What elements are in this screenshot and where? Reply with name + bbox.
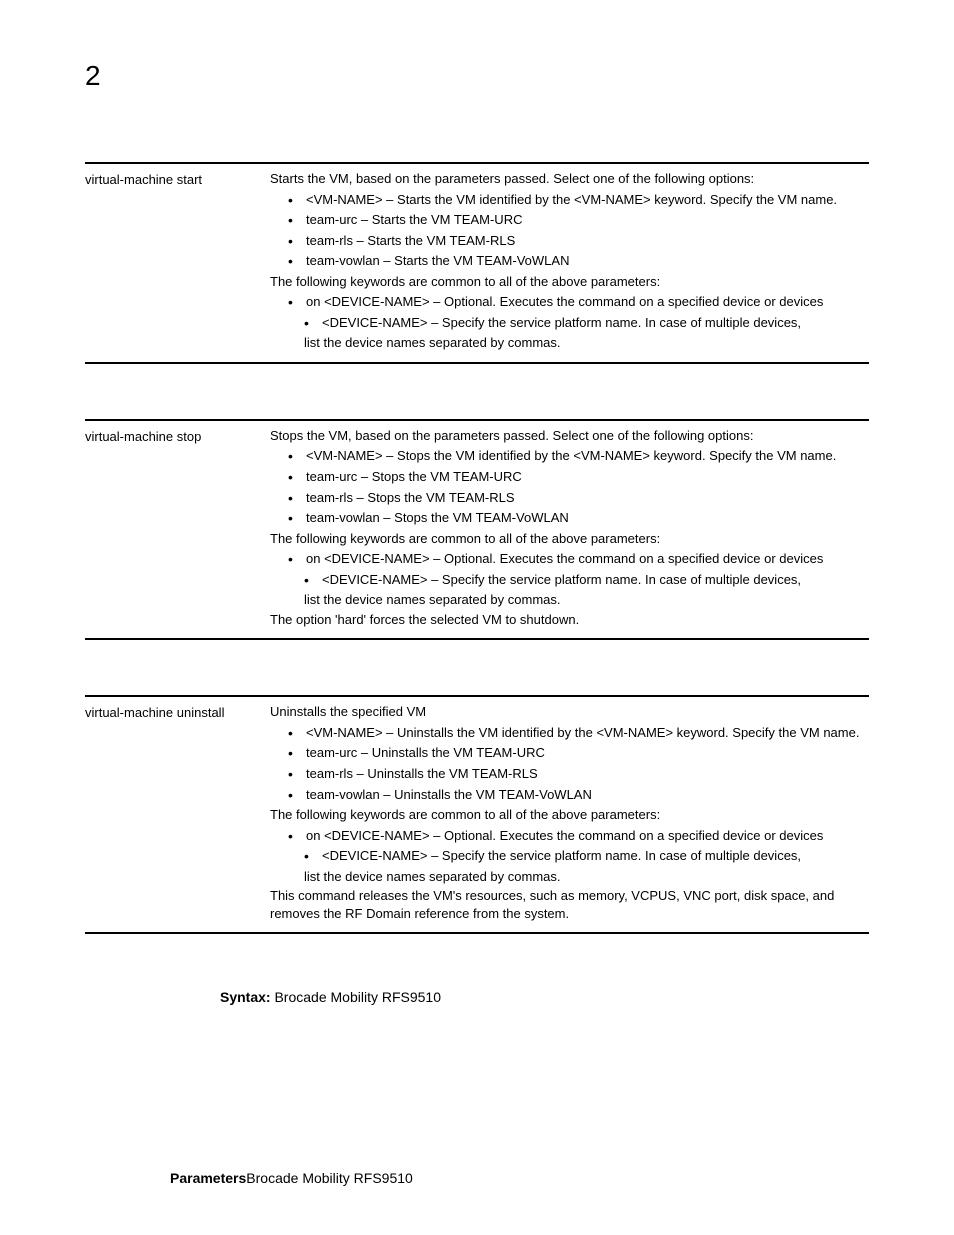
list-item: team-rls – Stops the VM TEAM-RLS: [288, 489, 869, 507]
common-list: on <DEVICE-NAME> – Optional. Executes th…: [270, 293, 869, 311]
option-list: <VM-NAME> – Starts the VM identified by …: [270, 191, 869, 270]
command-name: virtual-machine uninstall: [85, 703, 270, 922]
common-list: on <DEVICE-NAME> – Optional. Executes th…: [270, 827, 869, 845]
command-name: virtual-machine start: [85, 170, 270, 352]
list-item: team-vowlan – Uninstalls the VM TEAM-VoW…: [288, 786, 869, 804]
page-number: 2: [85, 60, 869, 92]
syntax-value-text: Brocade Mobility RFS9510: [274, 989, 441, 1005]
list-item: team-rls – Starts the VM TEAM-RLS: [288, 232, 869, 250]
table-row: virtual-machine stop Stops the VM, based…: [85, 421, 869, 638]
table-row: virtual-machine uninstall Uninstalls the…: [85, 697, 869, 932]
list-item: <DEVICE-NAME> – Specify the service plat…: [304, 847, 869, 865]
list-item: team-urc – Uninstalls the VM TEAM-URC: [288, 744, 869, 762]
command-description: Uninstalls the specified VM <VM-NAME> – …: [270, 703, 869, 922]
sub-list: <DEVICE-NAME> – Specify the service plat…: [270, 847, 869, 865]
document-page: 2 virtual-machine start Starts the VM, b…: [0, 0, 954, 1226]
list-item: <VM-NAME> – Uninstalls the VM identified…: [288, 724, 869, 742]
option-list: <VM-NAME> – Stops the VM identified by t…: [270, 447, 869, 526]
continuation-text: list the device names separated by comma…: [270, 334, 869, 352]
footer-text: The option 'hard' forces the selected VM…: [270, 611, 869, 629]
command-name: virtual-machine stop: [85, 427, 270, 628]
continuation-text: list the device names separated by comma…: [270, 591, 869, 609]
parameters-line: ParametersBrocade Mobility RFS9510: [170, 1170, 869, 1186]
continuation-text: list the device names separated by comma…: [270, 868, 869, 886]
list-item: <DEVICE-NAME> – Specify the service plat…: [304, 571, 869, 589]
list-item: <DEVICE-NAME> – Specify the service plat…: [304, 314, 869, 332]
section-vm-start: virtual-machine start Starts the VM, bas…: [85, 162, 869, 364]
command-description: Stops the VM, based on the parameters pa…: [270, 427, 869, 628]
list-item: <VM-NAME> – Stops the VM identified by t…: [288, 447, 869, 465]
intro-text: Starts the VM, based on the parameters p…: [270, 170, 869, 188]
option-list: <VM-NAME> – Uninstalls the VM identified…: [270, 724, 869, 803]
common-list: on <DEVICE-NAME> – Optional. Executes th…: [270, 550, 869, 568]
section-vm-stop: virtual-machine stop Stops the VM, based…: [85, 419, 869, 640]
common-text: The following keywords are common to all…: [270, 530, 869, 548]
intro-text: Stops the VM, based on the parameters pa…: [270, 427, 869, 445]
rule-bottom: [85, 932, 869, 934]
list-item: team-urc – Stops the VM TEAM-URC: [288, 468, 869, 486]
list-item: team-urc – Starts the VM TEAM-URC: [288, 211, 869, 229]
rule-bottom: [85, 638, 869, 640]
syntax-label: Syntax:: [220, 989, 271, 1005]
parameters-label: Parameters: [170, 1170, 246, 1186]
table-row: virtual-machine start Starts the VM, bas…: [85, 164, 869, 362]
command-description: Starts the VM, based on the parameters p…: [270, 170, 869, 352]
list-item: team-vowlan – Stops the VM TEAM-VoWLAN: [288, 509, 869, 527]
section-vm-uninstall: virtual-machine uninstall Uninstalls the…: [85, 695, 869, 934]
syntax-line: Syntax: Brocade Mobility RFS9510: [220, 989, 869, 1005]
list-item: <VM-NAME> – Starts the VM identified by …: [288, 191, 869, 209]
parameters-value: Brocade Mobility RFS9510: [246, 1170, 413, 1186]
list-item: team-vowlan – Starts the VM TEAM-VoWLAN: [288, 252, 869, 270]
intro-text: Uninstalls the specified VM: [270, 703, 869, 721]
sub-list: <DEVICE-NAME> – Specify the service plat…: [270, 314, 869, 332]
sub-list: <DEVICE-NAME> – Specify the service plat…: [270, 571, 869, 589]
list-item: on <DEVICE-NAME> – Optional. Executes th…: [288, 550, 869, 568]
footer-text: This command releases the VM's resources…: [270, 887, 869, 922]
list-item: on <DEVICE-NAME> – Optional. Executes th…: [288, 827, 869, 845]
common-text: The following keywords are common to all…: [270, 806, 869, 824]
list-item: team-rls – Uninstalls the VM TEAM-RLS: [288, 765, 869, 783]
common-text: The following keywords are common to all…: [270, 273, 869, 291]
list-item: on <DEVICE-NAME> – Optional. Executes th…: [288, 293, 869, 311]
rule-bottom: [85, 362, 869, 364]
